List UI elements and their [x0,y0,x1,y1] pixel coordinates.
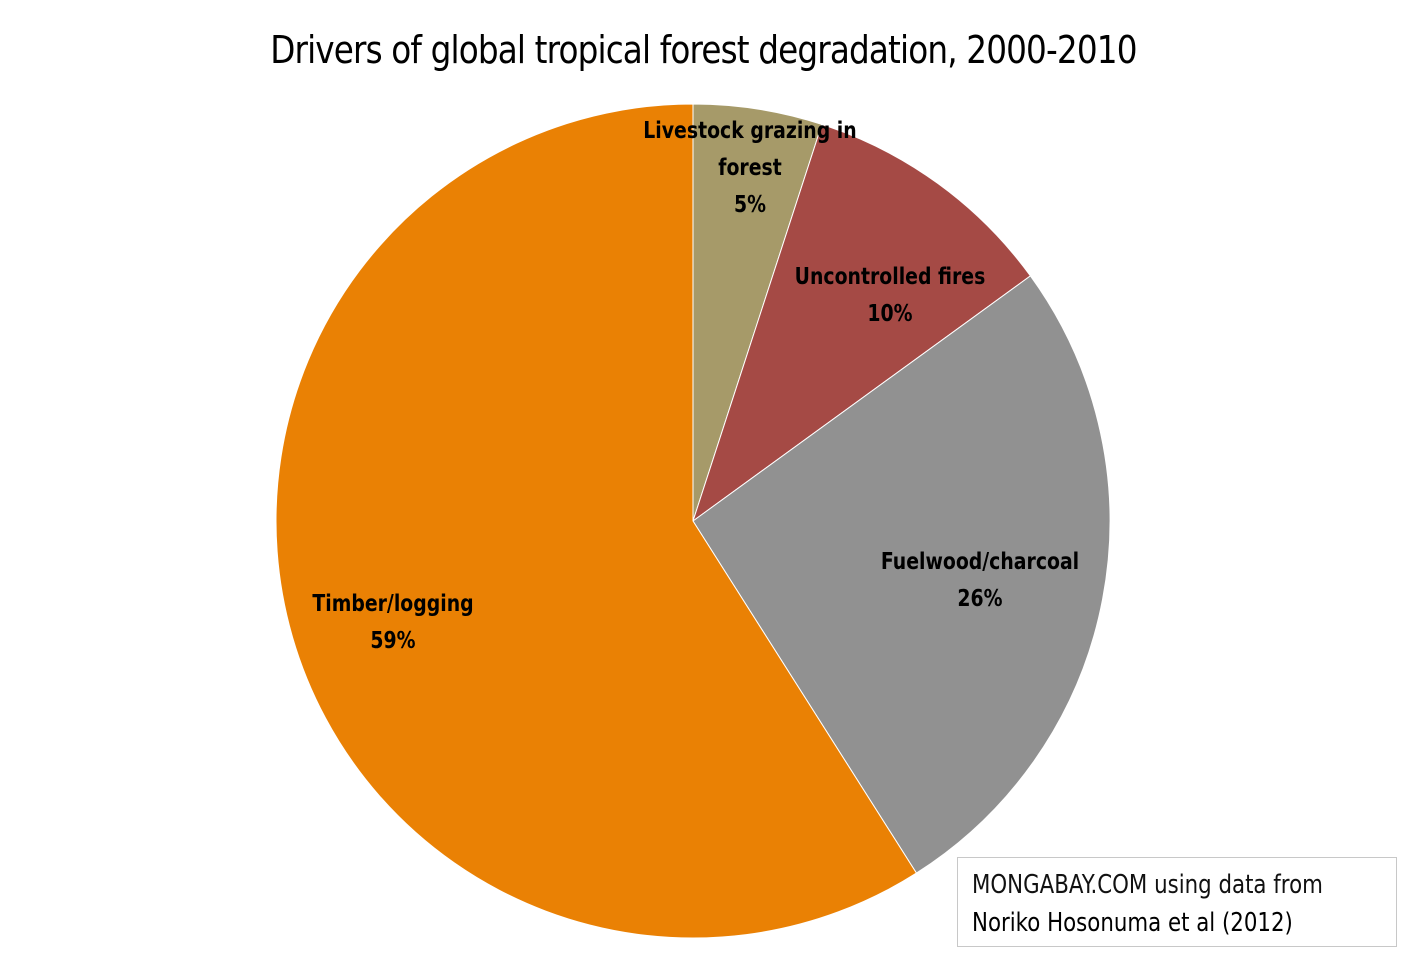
label-fuelwood: Fuelwood/charcoal 26% [880,549,1080,612]
label-fires: Uncontrolled fires 10% [794,264,986,327]
label-timber: Timber/logging 59% [312,591,474,654]
slice-fuelwood [692,275,1111,874]
label-livestock: Livestock grazing in forest 5% [643,118,857,218]
source-line-1: MONGABAY.COM using data from [972,870,1323,900]
slice-fires [692,123,1032,523]
source-line-2: Noriko Hosonuma et al (2012) [972,908,1293,938]
source-box: MONGABAY.COM using data from Noriko Hoso… [957,857,1397,947]
slice-timber [275,103,918,939]
chart-title: Drivers of global tropical forest degrad… [270,28,1137,72]
